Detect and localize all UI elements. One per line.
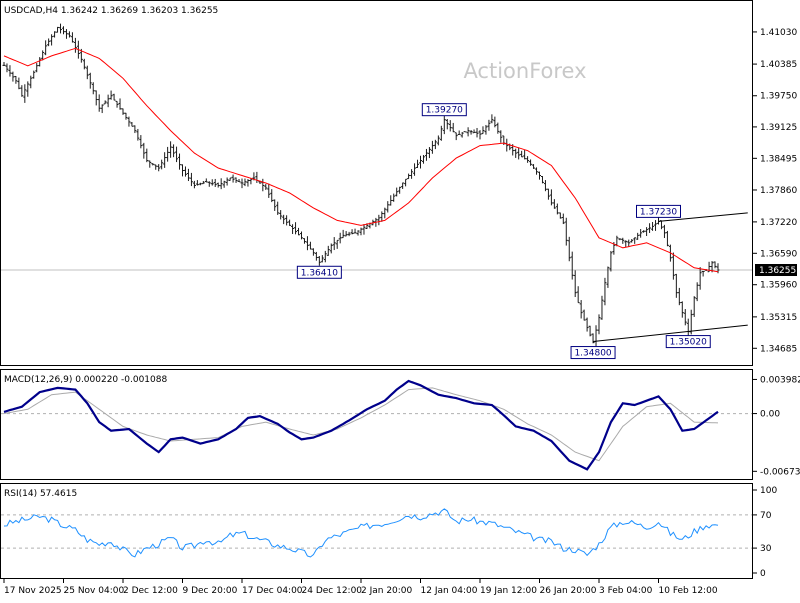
x-tick-label: 25 Nov 04:00 [64, 586, 125, 596]
x-tick-label: 10 Feb 12:00 [659, 586, 718, 596]
x-tick-label: 2 Jan 20:00 [361, 586, 413, 596]
rsi-y-tick-label: 30 [760, 544, 772, 554]
price-annotation-label: 1.37230 [640, 207, 677, 217]
axis-layer: 1.41030 1.40385 1.39750 1.39125 1.38495 1.378… [3, 28, 800, 596]
rsi-y-tick-label: 100 [760, 486, 777, 496]
price-annotation-box [636, 204, 681, 218]
main-panel-frame [0, 0, 753, 366]
macd-plot-layer [1, 379, 752, 471]
main-y-tick-label: 1.35960 [760, 281, 797, 291]
price-annotation-label: 1.34800 [574, 349, 611, 359]
macd-title: MACD(12,26,9) 0.000220 -0.001088 [4, 375, 167, 385]
main-y-tick-label: 1.36590 [760, 249, 797, 259]
main-y-tick-label: 1.37220 [760, 218, 797, 228]
moving-average-line [3, 47, 719, 273]
main-y-tick-label: 1.41030 [760, 28, 797, 38]
main-y-tick-label: 1.39125 [760, 123, 797, 133]
trendline [592, 324, 748, 343]
x-tick-label: 26 Jan 20:00 [540, 586, 597, 596]
macd-y-tick-label: 0.00 [760, 410, 780, 420]
price-annotation-label: 1.35020 [670, 338, 707, 348]
x-tick-label: 24 Dec 12:00 [302, 586, 363, 596]
main-y-tick-label: 1.37860 [760, 186, 797, 196]
rsi-panel-frame [0, 483, 753, 579]
x-tick-label: 3 Feb 04:00 [599, 586, 653, 596]
main-y-tick-label: 1.40385 [760, 60, 797, 70]
x-tick-label: 17 Nov 2025 [4, 586, 62, 596]
trendline [658, 212, 748, 222]
x-tick-label: 12 Jan 04:00 [421, 586, 478, 596]
price-annotation-box [665, 335, 711, 349]
x-tick-label: 17 Dec 04:00 [242, 586, 303, 596]
current-price-label: 1.36255 [759, 266, 796, 276]
main-y-tick-label: 1.39750 [760, 92, 797, 102]
main-y-tick-label: 1.38495 [760, 154, 797, 164]
price-annotation-label: 1.39270 [426, 106, 463, 116]
current-price-tag [755, 264, 797, 277]
price-annotation-label: 1.36410 [301, 268, 338, 278]
macd-y-tick-label: -0.006737 [760, 467, 800, 477]
main-y-tick-label: 1.34685 [760, 344, 797, 354]
macd-line [3, 379, 719, 471]
rsi-y-tick-label: 70 [760, 511, 772, 521]
watermark: ActionForex [463, 59, 586, 83]
macd-panel-frame [0, 369, 753, 480]
main-plot-layer: 1.36410 1.39270 1.37230 1.34800 1.35020 [1, 23, 752, 360]
x-tick-label: 9 Dec 20:00 [183, 586, 238, 596]
x-tick-label: 19 Jan 12:00 [480, 586, 537, 596]
main-chart-title: USDCAD,H4 1.36242 1.36269 1.36203 1.3625… [4, 6, 218, 16]
x-tick-label: 2 Dec 12:00 [123, 586, 178, 596]
rsi-title: RSI(14) 57.4615 [4, 489, 77, 499]
rsi-y-tick-label: 0 [760, 569, 766, 579]
main-y-tick-label: 1.35315 [760, 313, 797, 323]
macd-signal-line [3, 387, 719, 462]
macd-y-tick-label: 0.003982 [760, 375, 800, 385]
rsi-line [3, 508, 719, 558]
price-annotation-box [421, 103, 467, 117]
price-annotation-box [296, 265, 342, 279]
rsi-plot-layer [1, 508, 752, 558]
price-annotation-box [570, 346, 616, 360]
